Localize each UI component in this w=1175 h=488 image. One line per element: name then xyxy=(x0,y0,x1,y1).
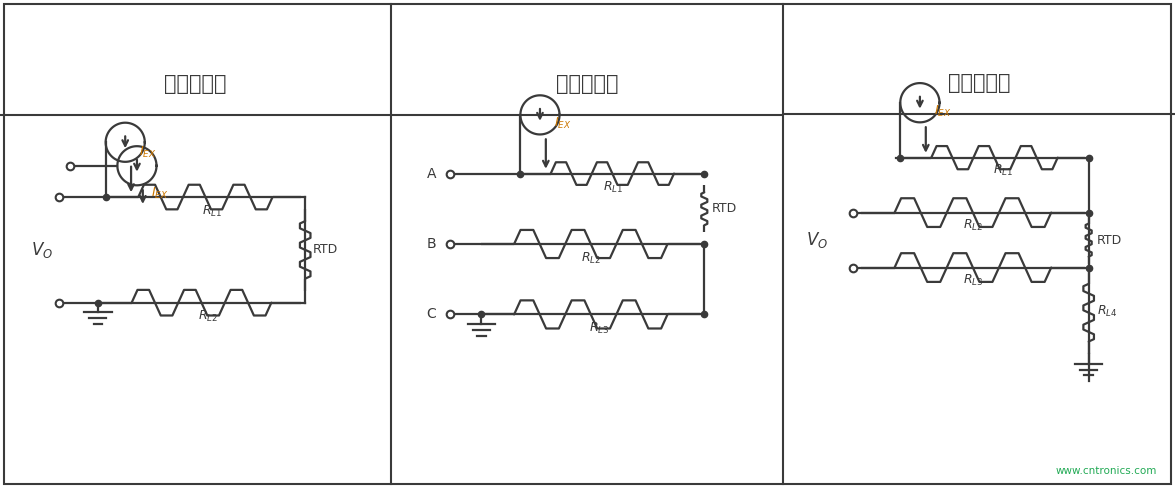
Text: $R_{L1}$: $R_{L1}$ xyxy=(603,180,623,195)
Text: 四线制接法: 四线制接法 xyxy=(947,73,1010,93)
Text: $V_O$: $V_O$ xyxy=(32,240,53,260)
Text: RTD: RTD xyxy=(712,203,738,215)
Text: $I_{EX}$: $I_{EX}$ xyxy=(934,103,951,119)
Text: B: B xyxy=(427,237,436,251)
Text: $I_{EX}$: $I_{EX}$ xyxy=(150,186,168,201)
Text: C: C xyxy=(427,307,436,322)
Text: $R_{L2}$: $R_{L2}$ xyxy=(197,309,217,325)
Text: $R_{L4}$: $R_{L4}$ xyxy=(1096,304,1117,319)
Text: A: A xyxy=(427,166,436,181)
Text: www.cntronics.com: www.cntronics.com xyxy=(1056,466,1157,476)
Text: $I_{EX}$: $I_{EX}$ xyxy=(139,145,156,160)
Text: $V_O$: $V_O$ xyxy=(806,230,828,250)
Text: $R_{L2}$: $R_{L2}$ xyxy=(582,251,602,265)
Text: RTD: RTD xyxy=(313,244,338,256)
Text: $R_{L1}$: $R_{L1}$ xyxy=(993,163,1013,178)
Text: RTD: RTD xyxy=(1096,234,1122,246)
Text: $R_{L3}$: $R_{L3}$ xyxy=(963,273,983,288)
Text: $R_{L2}$: $R_{L2}$ xyxy=(963,218,983,233)
Text: 两线制接法: 两线制接法 xyxy=(165,74,227,94)
Text: 三线制接法: 三线制接法 xyxy=(556,74,618,94)
Text: $R_{L3}$: $R_{L3}$ xyxy=(589,321,610,336)
Text: $I_{EX}$: $I_{EX}$ xyxy=(553,116,571,131)
Text: $R_{L1}$: $R_{L1}$ xyxy=(201,203,222,219)
